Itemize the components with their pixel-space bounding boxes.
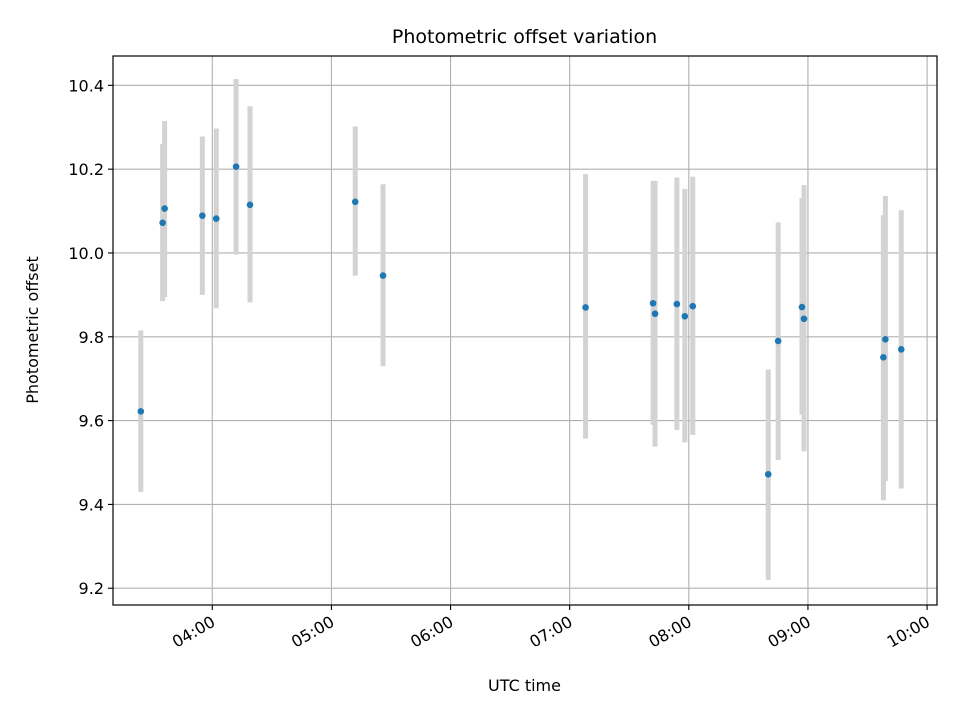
data-point bbox=[159, 219, 166, 227]
data-point bbox=[689, 302, 697, 310]
x-tick-label: 08:00 bbox=[645, 612, 694, 652]
y-tick-label: 9.6 bbox=[79, 412, 104, 431]
data-point bbox=[798, 303, 806, 311]
data-point bbox=[774, 337, 782, 345]
data-point bbox=[681, 312, 689, 320]
x-tick-label: 05:00 bbox=[288, 612, 337, 652]
data-point bbox=[246, 201, 254, 209]
y-tick-label: 10.0 bbox=[68, 244, 104, 263]
y-tick-label: 10.2 bbox=[68, 160, 104, 179]
x-tick-label: 10:00 bbox=[884, 612, 933, 652]
data-point bbox=[137, 408, 145, 415]
x-tick-label: 06:00 bbox=[407, 612, 456, 652]
data-point bbox=[351, 198, 359, 206]
data-point bbox=[649, 299, 657, 307]
data-point bbox=[882, 336, 889, 343]
data-point bbox=[880, 354, 887, 361]
x-tick-label: 07:00 bbox=[526, 612, 575, 652]
y-axis-label: Photometric offset bbox=[23, 256, 42, 404]
data-point bbox=[764, 470, 772, 478]
data-point bbox=[379, 272, 387, 279]
y-axis-ticks: 9.2 9.4 9.6 9.8 10.0 10.2 10.4 bbox=[68, 76, 113, 598]
data-point bbox=[673, 300, 681, 308]
x-tick-label: 04:00 bbox=[169, 612, 218, 652]
x-axis-ticks: 04:00 05:00 06:00 07:00 08:00 09:00 10:00 bbox=[169, 605, 933, 652]
x-axis-label: UTC time bbox=[488, 676, 561, 695]
data-point bbox=[232, 163, 240, 170]
data-point bbox=[897, 346, 905, 353]
x-tick-label: 09:00 bbox=[765, 612, 814, 652]
data-point bbox=[199, 212, 206, 219]
y-tick-label: 9.4 bbox=[79, 495, 104, 514]
data-points bbox=[137, 163, 905, 478]
data-point bbox=[212, 215, 220, 222]
y-tick-label: 10.4 bbox=[68, 76, 104, 95]
y-tick-label: 9.8 bbox=[79, 328, 104, 347]
chart-title: Photometric offset variation bbox=[392, 26, 657, 48]
data-point bbox=[161, 205, 168, 212]
data-point bbox=[582, 304, 589, 311]
y-tick-label: 9.2 bbox=[79, 579, 104, 598]
data-point bbox=[651, 310, 659, 318]
data-point bbox=[800, 315, 808, 323]
plot-frame bbox=[112, 55, 938, 606]
